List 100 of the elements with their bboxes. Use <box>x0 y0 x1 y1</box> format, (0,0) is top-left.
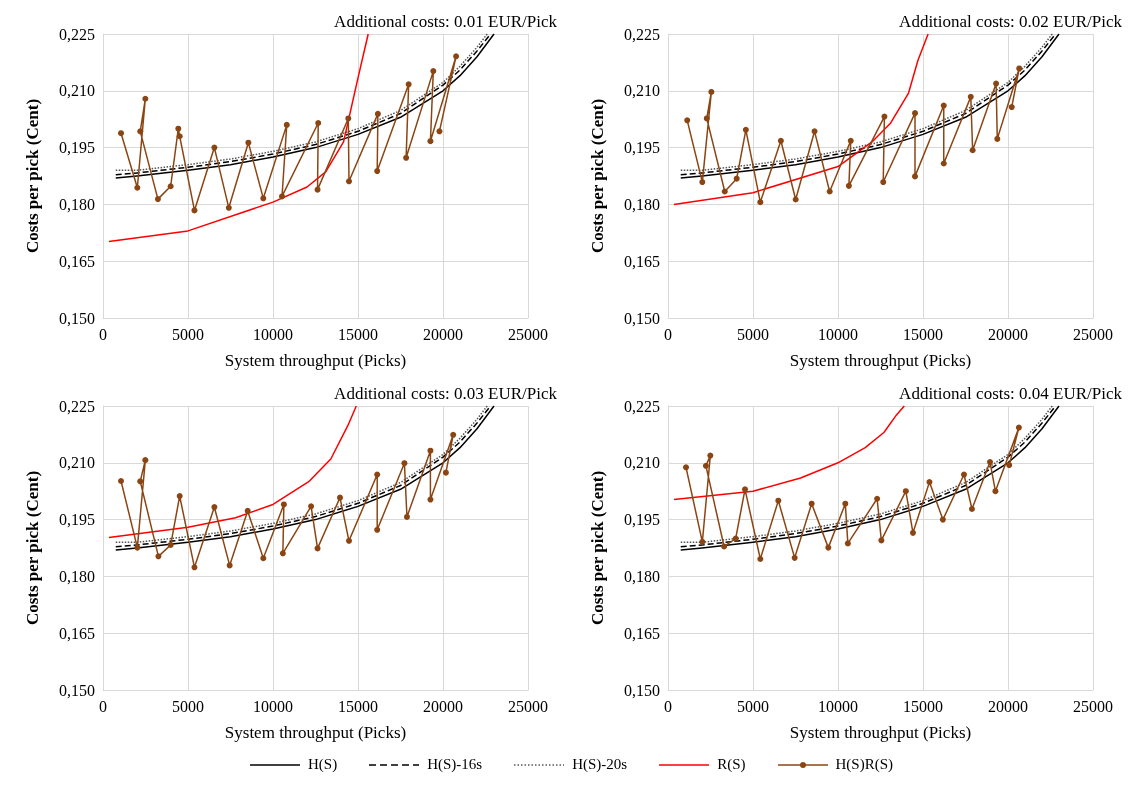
point <box>436 128 443 135</box>
y-tick-label: 0,225 <box>624 25 660 43</box>
point <box>874 495 881 502</box>
point <box>315 119 322 126</box>
point <box>969 147 976 154</box>
legend-label: H(S) <box>307 756 338 773</box>
point <box>699 179 706 186</box>
point <box>940 102 947 109</box>
point <box>191 207 198 214</box>
point <box>346 537 352 544</box>
y-tick-label: 0,195 <box>59 139 95 157</box>
point <box>453 53 460 60</box>
point <box>880 179 887 186</box>
point <box>374 168 381 175</box>
point <box>283 121 290 128</box>
point <box>939 516 946 523</box>
point <box>430 68 437 75</box>
point <box>825 544 832 551</box>
y-axis-title: Costs per pick (Cent) <box>588 470 607 626</box>
point <box>742 126 749 133</box>
y-tick-label: 0,165 <box>59 624 95 642</box>
line-series <box>108 405 358 539</box>
point <box>374 110 381 117</box>
point <box>845 182 852 189</box>
point <box>427 447 434 454</box>
point <box>842 500 849 507</box>
point <box>909 529 916 536</box>
point <box>308 503 315 510</box>
point <box>211 144 218 151</box>
point <box>260 555 267 562</box>
point <box>155 553 162 560</box>
point <box>403 154 410 161</box>
point <box>405 81 412 88</box>
x-tick-label: 10000 <box>253 325 293 343</box>
x-axis-title: System throughput (Picks) <box>224 723 407 742</box>
point <box>260 195 267 202</box>
point <box>912 173 919 180</box>
y-tick-label: 0,210 <box>59 454 95 472</box>
point <box>912 110 919 117</box>
point <box>401 460 408 467</box>
point <box>791 554 798 561</box>
point <box>968 506 975 512</box>
point <box>450 431 457 438</box>
legend-label: H(S)-16s <box>427 756 483 773</box>
x-axis-title: System throughput (Picks) <box>789 723 972 742</box>
point <box>777 137 784 144</box>
y-tick-label: 0,225 <box>59 397 95 415</box>
y-tick-label: 0,180 <box>624 567 660 585</box>
point <box>244 507 251 514</box>
point <box>707 452 714 459</box>
x-tick-label: 5000 <box>172 325 204 343</box>
point <box>847 137 854 144</box>
x-tick-label: 10000 <box>818 697 858 715</box>
point <box>881 113 888 120</box>
y-tick-label: 0,165 <box>59 252 95 270</box>
point <box>175 125 182 132</box>
point <box>211 504 218 511</box>
point <box>314 545 321 552</box>
point <box>167 541 174 548</box>
point <box>703 115 710 122</box>
point <box>279 550 286 557</box>
y-tick-label: 0,180 <box>59 567 95 585</box>
y-tick-label: 0,195 <box>59 511 95 529</box>
x-tick-label: 20000 <box>988 697 1028 715</box>
point <box>986 459 993 466</box>
point <box>154 196 161 203</box>
point <box>902 488 909 495</box>
point <box>721 543 728 550</box>
x-tick-label: 0 <box>99 325 107 343</box>
point <box>967 93 974 100</box>
y-tick-label: 0,210 <box>59 82 95 100</box>
point <box>142 457 149 464</box>
y-tick-label: 0,150 <box>624 681 660 699</box>
x-tick-label: 15000 <box>903 325 943 343</box>
y-tick-label: 0,180 <box>59 195 95 213</box>
point <box>699 538 706 545</box>
x-tick-label: 15000 <box>338 697 378 715</box>
line-series <box>673 33 929 206</box>
y-axis-title: Costs per pick (Cent) <box>23 98 42 254</box>
point <box>137 478 144 485</box>
point <box>118 477 125 484</box>
point <box>442 469 449 476</box>
x-tick-label: 15000 <box>903 697 943 715</box>
point <box>336 494 343 501</box>
point <box>960 471 967 478</box>
chart-title: Additional costs: 0.01 EUR/Pick <box>334 12 558 31</box>
point <box>176 133 183 140</box>
legend-label: R(S) <box>717 756 746 773</box>
point <box>1015 424 1022 431</box>
point <box>1006 462 1013 469</box>
point <box>374 526 381 533</box>
y-tick-label: 0,180 <box>624 195 660 213</box>
x-tick-label: 25000 <box>1073 325 1113 343</box>
point <box>721 188 728 195</box>
chart-title: Additional costs: 0.03 EUR/Pick <box>334 384 558 403</box>
point <box>1016 65 1023 72</box>
x-tick-label: 10000 <box>253 697 293 715</box>
y-tick-label: 0,150 <box>624 309 660 327</box>
x-tick-label: 5000 <box>737 697 769 715</box>
x-tick-label: 20000 <box>423 697 463 715</box>
